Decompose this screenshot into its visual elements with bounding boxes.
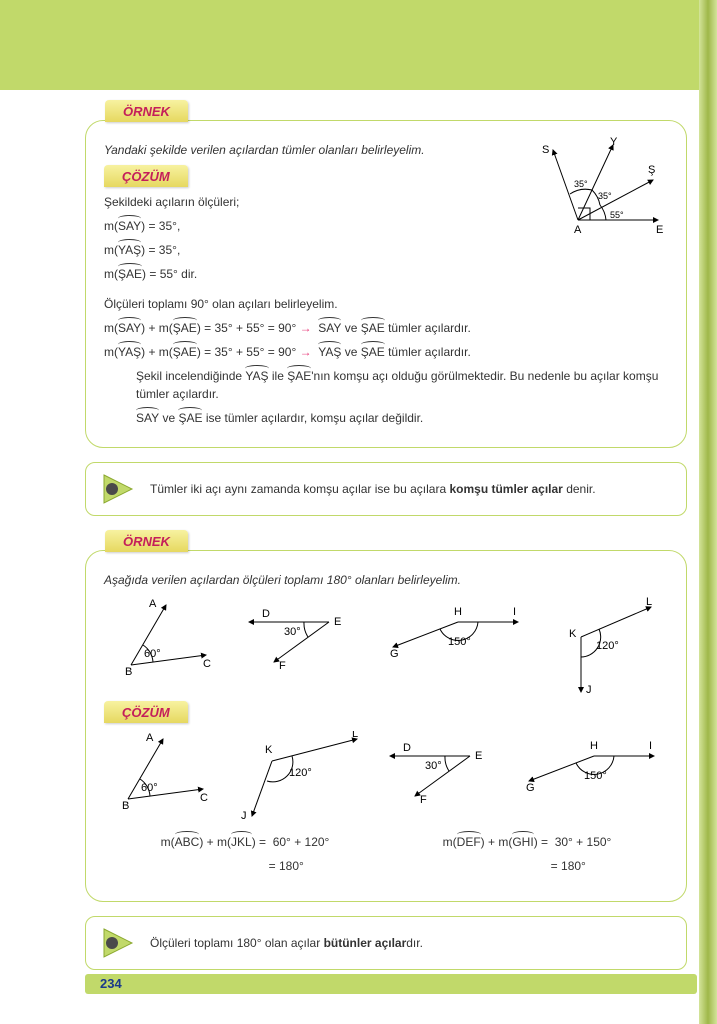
ex1-notkomsu: SAY ve ŞAE ise tümler açılardır, komşu a… xyxy=(104,409,668,427)
note-1: Tümler iki açı aynı zamanda komşu açılar… xyxy=(85,462,687,516)
svg-text:D: D xyxy=(403,742,411,754)
header-bar xyxy=(0,0,717,90)
svg-text:B: B xyxy=(125,666,132,677)
svg-text:E: E xyxy=(656,224,663,235)
svg-text:H: H xyxy=(454,606,462,618)
side-strip xyxy=(699,0,717,1024)
ex1-m-yas: m(YAŞ) = 35°, xyxy=(104,241,518,259)
diag-abc: B A C 60° xyxy=(111,597,221,677)
ex1-eq2: m(YAŞ) + m(ŞAE) = 35° + 55° = 90° → YAŞ … xyxy=(104,343,668,361)
diag-def: D E F 30° xyxy=(234,597,364,677)
svg-text:E: E xyxy=(334,616,341,628)
svg-text:I: I xyxy=(513,606,516,618)
ex2-row1: B A C 60° D E F 30° xyxy=(104,597,668,697)
example-2-box: Aşağıda verilen açılardan ölçüleri topla… xyxy=(85,550,687,902)
footer-bar xyxy=(85,974,697,994)
ex1-m-say: m(SAY) = 35°, xyxy=(104,217,518,235)
svg-text:A: A xyxy=(149,598,157,610)
example-1-box: Yandaki şekilde verilen açılardan tümler… xyxy=(85,120,687,448)
svg-text:150°: 150° xyxy=(448,636,471,648)
ex2-row2: B A C 60° K L J 120° D E F 30° xyxy=(104,731,668,821)
ex1-eq1: m(SAY) + m(ŞAE) = 35° + 55° = 90° → SAY … xyxy=(104,319,668,337)
svg-text:120°: 120° xyxy=(596,640,619,652)
svg-text:K: K xyxy=(265,744,273,756)
svg-text:S: S xyxy=(542,144,549,156)
svg-text:60°: 60° xyxy=(141,782,158,794)
svg-text:F: F xyxy=(279,660,286,672)
svg-text:60°: 60° xyxy=(144,648,161,660)
svg-text:30°: 30° xyxy=(284,626,301,638)
svg-text:G: G xyxy=(390,648,399,660)
svg-text:J: J xyxy=(586,684,592,696)
svg-text:A: A xyxy=(574,224,582,235)
ex1-intro: Yandaki şekilde verilen açılardan tümler… xyxy=(104,141,518,159)
tab-cozum-1: ÇÖZÜM xyxy=(104,165,188,187)
svg-text:K: K xyxy=(569,628,577,640)
svg-text:120°: 120° xyxy=(289,767,312,779)
diag-jkl: K L J 120° xyxy=(541,597,661,697)
svg-text:35°: 35° xyxy=(598,191,612,201)
ex1-sum-lead: Ölçüleri toplamı 90° olan açıları belirl… xyxy=(104,295,668,313)
svg-text:Y: Y xyxy=(610,136,618,148)
svg-text:D: D xyxy=(262,608,270,620)
diag-jkl-2: K L J 120° xyxy=(227,731,367,821)
diag-def-2: D E F 30° xyxy=(375,731,505,811)
svg-text:G: G xyxy=(526,782,535,794)
ex1-m-sae: m(ŞAE) = 55° dir. xyxy=(104,265,518,283)
svg-text:55°: 55° xyxy=(610,210,624,220)
note2-text: Ölçüleri toplamı 180° olan açılar bütünl… xyxy=(150,936,423,950)
svg-text:A: A xyxy=(146,732,154,744)
diag-ghi: G H I 150° xyxy=(378,597,528,677)
svg-text:L: L xyxy=(646,597,652,608)
svg-text:C: C xyxy=(200,792,208,804)
diag-ghi-2: G H I 150° xyxy=(514,731,664,811)
ex2-eq1: m(ABC) + m(JKL) = 60° + 120° = 180° xyxy=(161,827,330,881)
svg-text:B: B xyxy=(122,800,129,811)
ex2-eq2: m(DEF) + m(GHI) = 30° + 150° = 180° xyxy=(443,827,612,881)
bullhorn-icon-2 xyxy=(100,925,136,961)
page-number: 234 xyxy=(100,976,122,991)
note-2: Ölçüleri toplamı 180° olan açılar bütünl… xyxy=(85,916,687,970)
ex1-measures-lead: Şekildeki açıların ölçüleri; xyxy=(104,193,518,211)
svg-text:I: I xyxy=(649,740,652,752)
svg-text:35°: 35° xyxy=(574,179,588,189)
tab-ornek-2: ÖRNEK xyxy=(105,530,188,552)
svg-text:L: L xyxy=(352,731,358,740)
svg-text:E: E xyxy=(475,750,482,762)
ex1-diagram: A E Ş Y S 55° 35° 35° xyxy=(518,135,668,289)
svg-text:C: C xyxy=(203,658,211,670)
svg-text:F: F xyxy=(420,794,427,806)
svg-text:H: H xyxy=(590,740,598,752)
ex1-komsu: Şekil incelendiğinde YAŞ ile ŞAE'nın kom… xyxy=(104,367,668,403)
svg-text:150°: 150° xyxy=(584,770,607,782)
svg-text:J: J xyxy=(241,810,247,821)
tab-cozum-2: ÇÖZÜM xyxy=(104,701,188,723)
ex2-intro: Aşağıda verilen açılardan ölçüleri topla… xyxy=(104,571,668,589)
note1-text: Tümler iki açı aynı zamanda komşu açılar… xyxy=(150,482,596,496)
svg-text:30°: 30° xyxy=(425,760,442,772)
tab-ornek-1: ÖRNEK xyxy=(105,100,188,122)
bullhorn-icon xyxy=(100,471,136,507)
diag-abc-2: B A C 60° xyxy=(108,731,218,811)
svg-text:Ş: Ş xyxy=(648,164,655,176)
